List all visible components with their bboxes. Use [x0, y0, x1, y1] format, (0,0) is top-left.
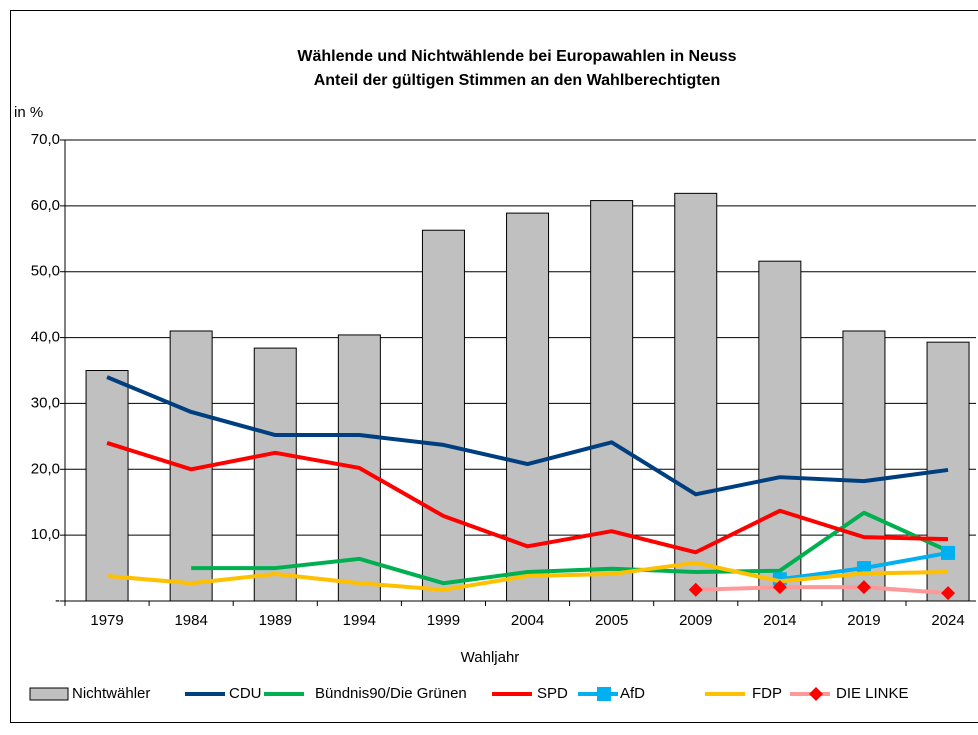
legend-label: Bündnis90/Die Grünen	[315, 685, 467, 702]
x-tick-label: 2024	[931, 612, 964, 629]
y-tick-label: 10,0	[31, 526, 60, 543]
marker	[597, 687, 611, 701]
marker	[772, 580, 787, 595]
x-tick-label: 1999	[427, 612, 460, 629]
marker	[688, 582, 703, 597]
x-axis-title: Wahljahr	[461, 649, 520, 666]
x-tick-label: 1989	[259, 612, 292, 629]
marker	[941, 586, 956, 601]
marker	[809, 687, 823, 701]
line	[695, 585, 949, 596]
y-tick-label: 40,0	[31, 329, 60, 346]
bar	[758, 260, 802, 602]
x-tick-label: 2009	[679, 612, 712, 629]
marker	[941, 545, 956, 560]
legend-label: Nichtwähler	[72, 685, 150, 702]
bar	[674, 192, 718, 602]
chart-subtitle: Anteil der gültigen Stimmen an den Wahlb…	[314, 72, 721, 89]
x-tick-label: 1984	[174, 612, 207, 629]
line	[191, 510, 949, 586]
line	[106, 375, 949, 497]
legend-label: CDU	[229, 685, 262, 702]
x-tick-label: 1994	[343, 612, 376, 629]
bar	[842, 330, 886, 602]
legend-swatch	[29, 687, 69, 701]
line	[106, 441, 949, 555]
y-tick-label: 20,0	[31, 460, 60, 477]
x-tick-label: 2005	[595, 612, 628, 629]
line	[106, 560, 949, 592]
legend-label: AfD	[620, 685, 645, 702]
legend-label: SPD	[537, 685, 568, 702]
x-tick-label: 2004	[511, 612, 544, 629]
bar	[590, 200, 634, 602]
chart-title: Wählende und Nichtwählende bei Europawah…	[297, 48, 736, 65]
bar	[506, 212, 550, 602]
bar	[253, 347, 297, 602]
legend-label: FDP	[752, 685, 782, 702]
y-tick-label: -	[55, 592, 60, 609]
legend-label: DIE LINKE	[836, 685, 909, 702]
chart-frame	[10, 10, 978, 723]
y-axis-title: in %	[14, 104, 43, 121]
x-tick-label: 2019	[847, 612, 880, 629]
bar	[421, 229, 465, 602]
marker	[856, 580, 871, 595]
y-tick-label: 70,0	[31, 131, 60, 148]
bar	[85, 370, 129, 602]
x-tick-label: 2014	[763, 612, 796, 629]
x-tick-label: 1979	[90, 612, 123, 629]
y-tick-label: 50,0	[31, 263, 60, 280]
y-tick-label: 30,0	[31, 394, 60, 411]
y-tick-label: 60,0	[31, 197, 60, 214]
